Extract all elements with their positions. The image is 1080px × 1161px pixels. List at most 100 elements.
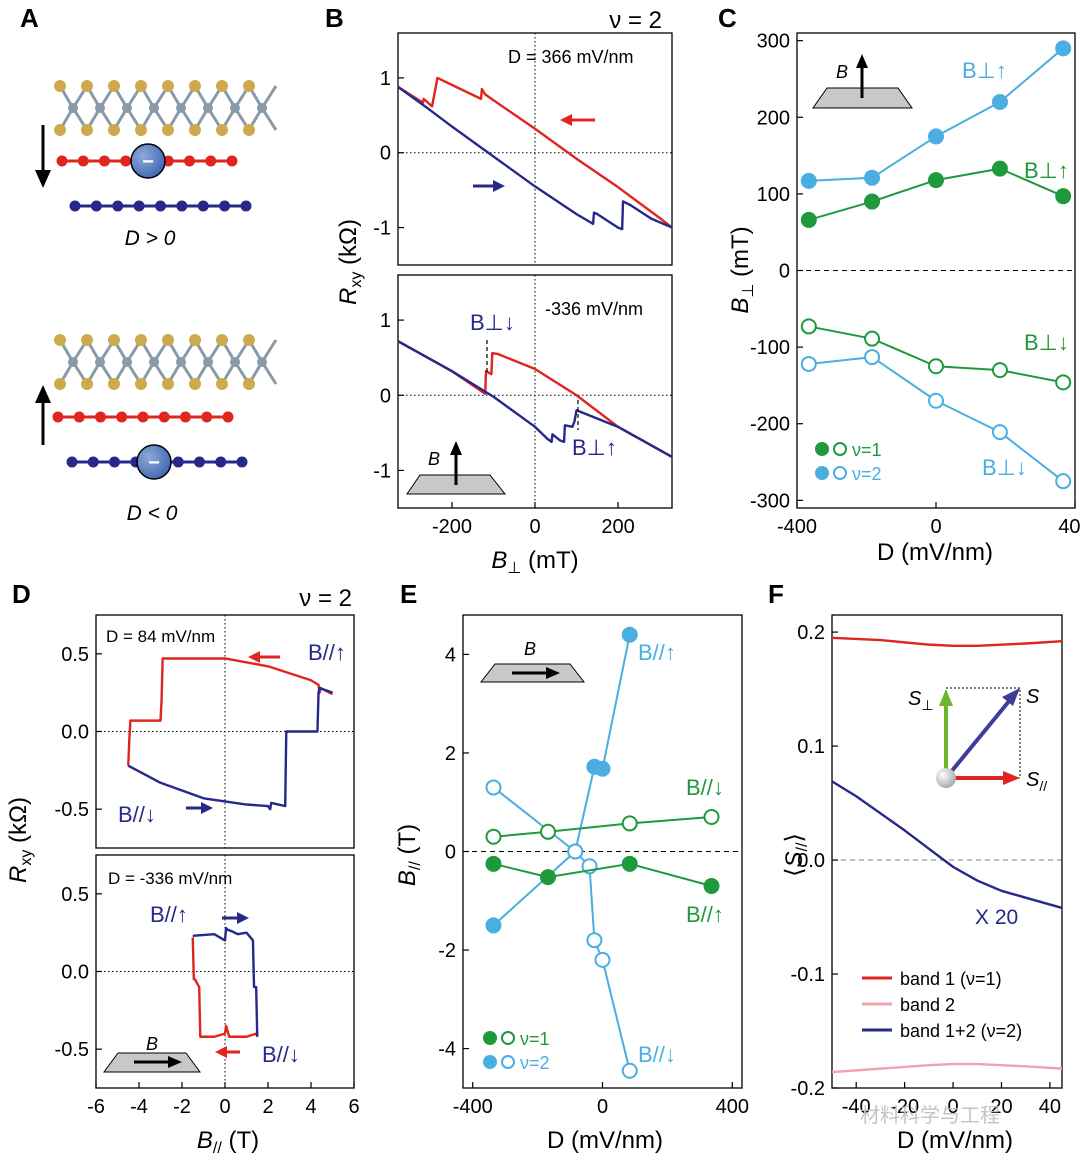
electron-top: [130, 143, 166, 179]
se-atom: [189, 378, 201, 390]
plot-b-bottom: -1 0 1 -200 0 200: [373, 274, 673, 538]
data-point: [586, 932, 603, 949]
series-line: [493, 862, 712, 887]
series-line: [831, 780, 1063, 910]
arrow-right-icon: [168, 1056, 182, 1068]
arrow-up-icon: [939, 689, 953, 706]
legend-dot: [483, 1031, 497, 1045]
y-tick-label: -2: [438, 940, 456, 962]
graphene-atom: [197, 200, 209, 212]
arrow-up-icon: [856, 54, 868, 68]
legend-dot: [833, 442, 847, 456]
x-tick-label: 400: [716, 1096, 749, 1118]
legend-dot: [815, 466, 829, 480]
w-atom: [176, 357, 186, 367]
graphene-atom: [133, 200, 145, 212]
se-atom: [54, 334, 66, 346]
label-b-perp-up: B⊥↑: [572, 435, 617, 460]
panel-b-nu: ν = 2: [609, 7, 662, 34]
y-tick-label: 0.0: [61, 722, 89, 744]
data-point: [800, 318, 817, 335]
data-point: [703, 877, 720, 894]
x-tick-label: 40: [1039, 1096, 1061, 1118]
data-point: [928, 128, 944, 145]
se-atom: [243, 334, 255, 346]
data-point: [991, 160, 1008, 177]
e-label-nu1-up: B//↑: [686, 902, 724, 927]
panel-d-xlabel: B// (T): [197, 1127, 259, 1157]
x-tick-label: -20: [890, 1096, 919, 1118]
y-tick-label: 0.2: [797, 622, 825, 644]
graphene-atom: [205, 155, 217, 167]
plot-c: -300 -200 -100 0 100 200 300 -400 0 400: [750, 31, 1080, 538]
w-atom: [95, 103, 105, 113]
data-point: [539, 823, 556, 840]
panel-b: B ν = 2 -101 -101-200 0 200 D = 366 mV/nm …: [325, 3, 673, 577]
series-line: [127, 657, 334, 766]
se-atom: [162, 124, 174, 136]
arrow-up-icon: [450, 441, 462, 455]
arrow-left-icon: [215, 1046, 227, 1058]
y-tick-label: 0: [779, 261, 790, 283]
graphene-atom: [194, 456, 205, 468]
graphene-atom: [52, 411, 64, 423]
panel-d-letter: D: [12, 579, 31, 609]
e-label-nu1-down: B//↓: [686, 775, 724, 800]
graphene-atom: [120, 155, 132, 167]
x-tick-label: 6: [348, 1096, 359, 1118]
y-tick-label: 300: [757, 31, 790, 53]
panel-f-letter: F: [768, 579, 784, 609]
graphene-atom: [56, 155, 68, 167]
se-atom: [189, 124, 201, 136]
data-point: [485, 828, 502, 845]
w-atom: [122, 103, 132, 113]
panel-e-letter: E: [400, 579, 417, 609]
arrow-left-icon: [248, 651, 260, 663]
y-tick-label: 0.0: [797, 850, 825, 872]
x-tick-label: -40: [842, 1096, 871, 1118]
series-line: [492, 786, 631, 1071]
w-atom: [122, 357, 132, 367]
y-tick-label: 1: [380, 310, 391, 332]
data-point: [539, 869, 556, 886]
panel-f: F -0.2-0.10.00.10.2-40 -20 0 20 40 S⊥ S S// …: [768, 579, 1063, 1154]
data-point: [928, 392, 944, 409]
inset-b-label: B: [428, 449, 440, 469]
y-tick-label: -1: [373, 460, 391, 482]
blue-layer-top: [69, 200, 252, 212]
se-atom: [54, 378, 66, 390]
c-label-nu1-down: B⊥↓: [1024, 330, 1069, 355]
label-b-perp-down: B⊥↓: [470, 310, 515, 335]
c-legend-nu1: ν=1: [852, 440, 882, 460]
se-atom: [81, 334, 93, 346]
w-atom: [95, 357, 105, 367]
series-line: [831, 636, 1063, 647]
se-atom: [162, 80, 174, 92]
d-label-b-par-down-top: B//↓: [118, 802, 156, 827]
y-tick-label: 4: [445, 644, 456, 666]
y-tick-label: 2: [445, 743, 456, 765]
y-tick-label: -0.2: [791, 1078, 825, 1100]
w-atom: [257, 357, 267, 367]
inset-b-label-e: B: [524, 639, 536, 659]
graphene-atom: [158, 411, 170, 423]
y-tick-label: 1: [380, 68, 391, 90]
se-atom: [81, 80, 93, 92]
se-atom: [81, 124, 93, 136]
arrow-head-down-icon: [35, 170, 51, 188]
graphene-atom: [219, 200, 231, 212]
x-tick-label: -200: [432, 516, 472, 538]
data-point: [1055, 188, 1072, 205]
w-atom: [230, 357, 240, 367]
panel-f-ylabel: ⟨S//⟩: [781, 833, 811, 877]
series-line: [397, 76, 673, 229]
plot-d-top: -0.5 0.0 0.5: [55, 614, 355, 849]
series-line: [191, 937, 259, 1038]
data-point: [621, 815, 638, 832]
arrow-right-icon: [1003, 771, 1020, 785]
y-tick-label: -0.5: [55, 1039, 89, 1061]
label-d-positive: D > 0: [125, 227, 176, 250]
panel-b-xlabel: B⊥ (mT): [491, 547, 578, 577]
data-point: [621, 626, 638, 643]
